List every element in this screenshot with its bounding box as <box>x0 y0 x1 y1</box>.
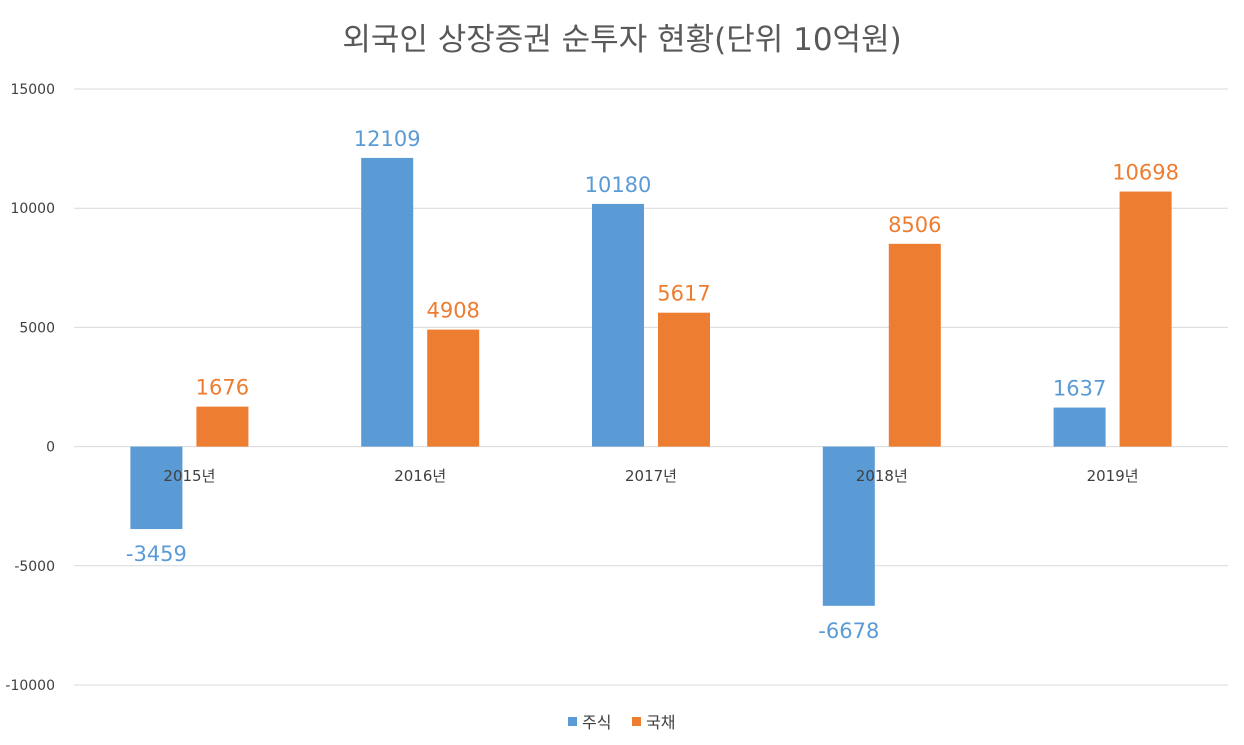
data-label: 4908 <box>426 299 479 323</box>
legend-swatch <box>632 717 641 726</box>
legend-swatch <box>568 717 577 726</box>
bar-stock <box>592 203 644 447</box>
data-label: 12109 <box>354 127 421 151</box>
bar-bond <box>1119 191 1172 447</box>
data-label: 10698 <box>1112 161 1179 185</box>
bar-bond <box>427 329 480 447</box>
x-tick-label: 2015년 <box>163 467 215 485</box>
bar-stock <box>1053 407 1106 447</box>
data-label: 10180 <box>585 173 652 197</box>
legend-label: 주식 <box>582 713 611 732</box>
x-tick-label: 2016년 <box>394 467 446 485</box>
bar-bond <box>888 243 941 447</box>
data-label: 8506 <box>888 213 941 237</box>
y-tick-label: -10000 <box>5 678 55 694</box>
y-axis-ticks: -10000 -5000 0 5000 10000 15000 <box>5 82 55 694</box>
data-label: -3459 <box>126 542 187 566</box>
bar-stock <box>361 157 414 447</box>
data-label: -6678 <box>818 619 879 643</box>
y-tick-label: 15000 <box>10 82 55 98</box>
data-label: 5617 <box>657 282 710 306</box>
x-axis-labels: 2015년 2016년 2017년 2018년 2019년 <box>163 467 1138 485</box>
y-tick-label: 10000 <box>10 201 55 217</box>
bars <box>130 157 1172 606</box>
bar-stock <box>822 446 875 606</box>
data-labels: -3459 1676 12109 4908 10180 5617 -6678 8506 1637… <box>126 127 1179 643</box>
bar-bond <box>196 406 249 447</box>
x-tick-label: 2018년 <box>856 467 908 485</box>
chart-title: 외국인 상장증권 순투자 현황(단위 10억원) <box>342 22 901 58</box>
legend: 주식 국채 <box>568 713 675 732</box>
x-tick-label: 2019년 <box>1087 467 1139 485</box>
bar-stock <box>130 446 183 530</box>
x-tick-label: 2017년 <box>625 467 677 485</box>
data-label: 1637 <box>1053 377 1106 401</box>
y-tick-label: 5000 <box>19 320 55 336</box>
data-label: 1676 <box>196 376 249 400</box>
gridlines <box>74 88 1228 686</box>
bar-bond <box>658 312 710 447</box>
y-tick-label: 0 <box>46 440 55 456</box>
y-tick-label: -5000 <box>14 559 55 575</box>
legend-label: 국채 <box>646 713 675 732</box>
